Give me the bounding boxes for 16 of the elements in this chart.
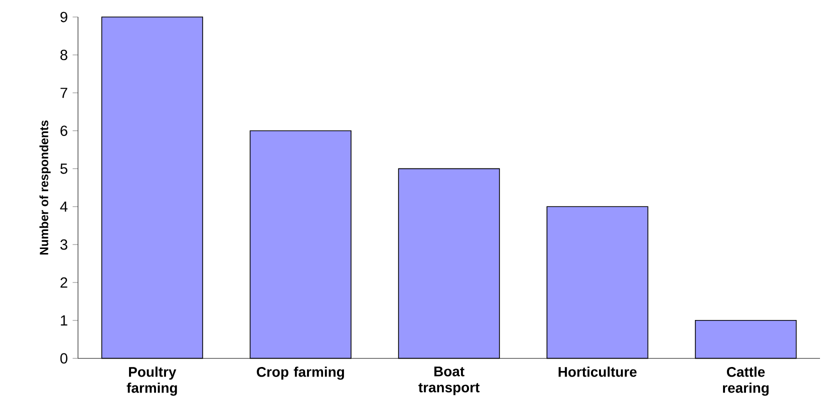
x-tick-label: Poultry farming xyxy=(126,366,177,396)
y-tick-label: 4 xyxy=(60,202,68,212)
x-tick-label: Cattle rearing xyxy=(722,366,769,396)
y-tick-label: 1 xyxy=(60,315,68,326)
x-tick-label: Crop farming xyxy=(256,366,344,380)
y-tick-label: 8 xyxy=(60,50,68,60)
x-tick-label: Horticulture xyxy=(558,366,637,377)
y-tick-label: 7 xyxy=(60,88,68,98)
y-tick-label: 0 xyxy=(60,353,68,364)
y-tick-label: 6 xyxy=(60,126,68,136)
y-axis-title: Number of respondents xyxy=(39,120,51,255)
y-tick-label: 5 xyxy=(60,164,68,174)
y-tick-label: 9 xyxy=(60,12,68,22)
y-tick-label: 2 xyxy=(60,277,68,288)
x-tick-label: Boat transport xyxy=(418,366,480,396)
y-tick-label: 3 xyxy=(60,239,68,250)
